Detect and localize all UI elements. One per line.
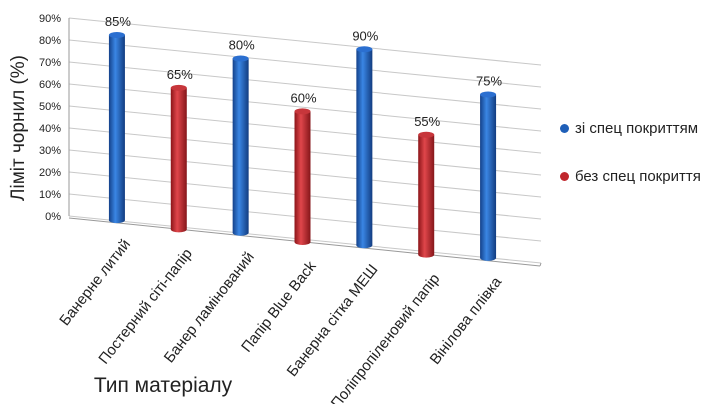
- legend-item-uncoated: без спец покриття: [560, 166, 701, 186]
- legend-item-coated: зі спец покриттям: [560, 118, 701, 138]
- bar-top: [480, 91, 497, 98]
- y-tick-label: 0%: [45, 211, 61, 223]
- legend-dot-blue: [560, 123, 569, 133]
- value-label: 90%: [352, 28, 378, 43]
- value-labels: 85% 65% 80% 60% 90% 55% 75%: [105, 14, 503, 129]
- bar-body: [108, 35, 125, 224]
- y-tick-label: 40%: [39, 123, 61, 135]
- bar-top: [418, 131, 435, 138]
- y-tick-label: 60%: [39, 79, 61, 91]
- gridline: [68, 83, 542, 132]
- legend-label: зі спец покриттям: [575, 119, 699, 137]
- gridline: [68, 17, 542, 66]
- bar-top: [108, 32, 125, 39]
- legend: зі спец покриттям без спец покриття: [560, 118, 701, 214]
- gridline: [68, 61, 542, 110]
- bar: [294, 108, 311, 246]
- y-tick-label: 90%: [39, 13, 61, 25]
- bar: [232, 55, 249, 236]
- bar-top: [170, 84, 187, 91]
- y-axis-ticks: 0% 10% 20% 30% 40% 50% 60% 70% 80% 90%: [39, 13, 61, 223]
- bar: [170, 84, 187, 233]
- bar: [480, 91, 497, 261]
- gridline: [68, 39, 542, 88]
- bar-top: [232, 55, 249, 62]
- bar: [108, 32, 125, 224]
- x-tick-label: Банерне литий: [56, 236, 134, 329]
- bar-body: [170, 87, 187, 233]
- y-tick-label: 30%: [39, 145, 61, 157]
- x-tick-label: Вінілова плівка: [427, 273, 506, 367]
- bar-top: [356, 46, 373, 53]
- bar-body: [294, 111, 311, 246]
- bar: [356, 46, 373, 249]
- bar-body: [418, 134, 435, 258]
- bar-body: [356, 49, 373, 249]
- y-tick-label: 80%: [39, 35, 61, 47]
- y-tick-label: 20%: [39, 167, 61, 179]
- value-label: 80%: [229, 37, 255, 52]
- value-label: 55%: [414, 114, 440, 129]
- y-tick-label: 10%: [39, 189, 61, 201]
- bar-body: [232, 58, 249, 236]
- legend-label: без спец покриття: [575, 167, 701, 185]
- legend-dot-red: [560, 171, 569, 181]
- bar-body: [480, 94, 497, 261]
- value-label: 60%: [290, 90, 316, 105]
- floor-side-line: [539, 262, 542, 267]
- y-tick-label: 50%: [39, 101, 61, 113]
- value-label: 65%: [167, 67, 193, 82]
- bar-top: [294, 108, 311, 115]
- y-axis-label: Ліміт чорнил (%): [8, 55, 29, 201]
- bar: [418, 131, 435, 258]
- bars: [108, 32, 497, 261]
- value-label: 85%: [105, 14, 131, 29]
- value-label: 75%: [476, 74, 502, 89]
- x-axis-label: Тип матеріалу: [94, 374, 233, 397]
- y-tick-label: 70%: [39, 57, 61, 69]
